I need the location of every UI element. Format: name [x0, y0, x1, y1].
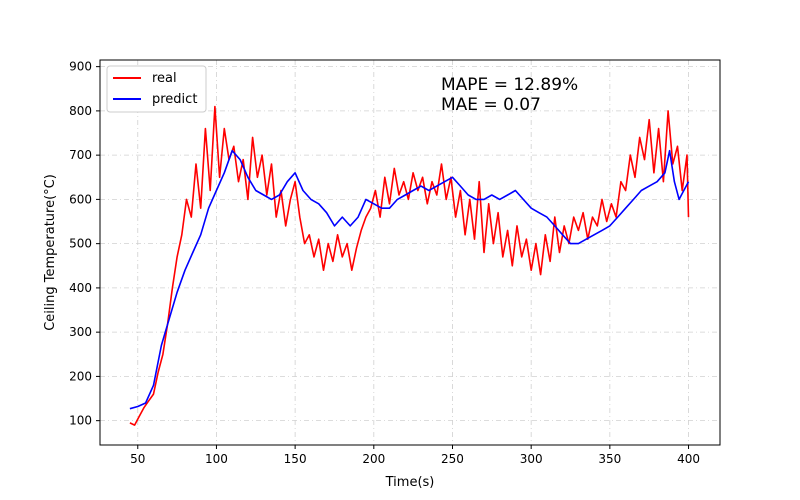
y-tick-label: 400 [69, 281, 92, 295]
y-tick-label: 600 [69, 192, 92, 206]
y-tick-label: 800 [69, 104, 92, 118]
x-tick-label: 150 [284, 452, 307, 466]
axis-ticks: 50 100 150 200 250 300 350 400 100 200 300 400 500 60… [69, 60, 700, 466]
legend-label-predict: predict [152, 92, 197, 107]
grid [100, 60, 720, 445]
legend: real predict [106, 65, 207, 113]
y-tick-label: 500 [69, 237, 92, 251]
y-tick-label: 900 [69, 60, 92, 74]
x-tick-label: 50 [130, 452, 145, 466]
x-tick-label: 350 [598, 452, 621, 466]
mape-annotation: MAPE = 12.89% [441, 75, 578, 95]
plot-frame [99, 59, 721, 446]
y-tick-label: 300 [69, 325, 92, 339]
x-tick-label: 100 [205, 452, 228, 466]
x-tick-label: 250 [441, 452, 464, 466]
series-line-predict [129, 149, 690, 410]
plot-area [100, 60, 720, 445]
x-tick-label: 200 [362, 452, 385, 466]
y-tick-label: 100 [69, 414, 92, 428]
x-axis-label: Time(s) [385, 475, 435, 490]
x-tick-label: 400 [677, 452, 700, 466]
y-tick-label: 200 [69, 369, 92, 383]
mae-annotation: MAE = 0.07 [441, 95, 541, 115]
legend-label-real: real [152, 71, 177, 86]
series-line-real [129, 105, 690, 426]
x-tick-label: 300 [520, 452, 543, 466]
series-layer [129, 105, 690, 426]
y-axis-label: Ceiling Temperature(°C) [43, 174, 58, 331]
y-tick-label: 700 [69, 148, 92, 162]
